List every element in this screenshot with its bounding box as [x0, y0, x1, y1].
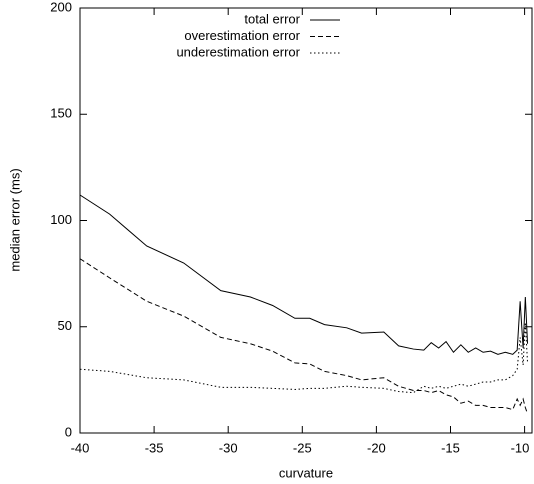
x-tick-label: -40: [71, 440, 90, 455]
x-tick-label: -10: [511, 440, 530, 455]
legend-label: underestimation error: [176, 44, 300, 59]
y-tick-label: 50: [58, 318, 72, 333]
series-line: [79, 194, 529, 355]
legend-label: overestimation error: [184, 28, 300, 43]
x-axis-label: curvature: [279, 465, 333, 480]
x-tick-label: -30: [219, 440, 238, 455]
x-tick-label: -25: [293, 440, 312, 455]
y-tick-label: 200: [50, 0, 72, 14]
x-tick-label: -15: [441, 440, 460, 455]
y-tick-label: 150: [50, 106, 72, 121]
x-tick-label: -35: [145, 440, 164, 455]
series-line: [79, 258, 529, 415]
plot-frame: [79, 7, 533, 434]
series-line: [79, 322, 529, 394]
y-tick-label: 0: [65, 424, 72, 439]
y-axis-label: median error (ms): [7, 168, 22, 271]
legend-label: total error: [244, 11, 300, 26]
y-tick-label: 100: [50, 212, 72, 227]
x-tick-label: -20: [367, 440, 386, 455]
